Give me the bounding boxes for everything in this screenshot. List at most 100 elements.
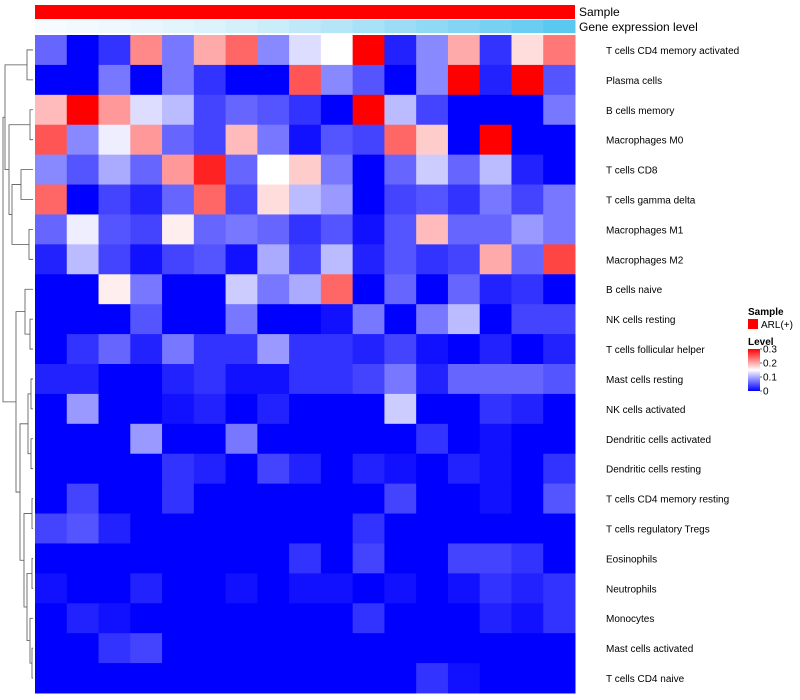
- heatmap-cell: [543, 663, 576, 694]
- heatmap-cell: [511, 94, 544, 126]
- heatmap-cell: [193, 154, 227, 186]
- heatmap-cell: [479, 423, 512, 455]
- heatmap-cell: [416, 483, 449, 515]
- heatmap-cell: [384, 483, 417, 515]
- heatmap-cell: [320, 513, 354, 544]
- heatmap-cell: [447, 64, 481, 96]
- heatmap-cell: [479, 663, 512, 694]
- heatmap-cell: [130, 364, 163, 395]
- heatmap-cell: [511, 483, 544, 515]
- gene-expression-cell: [384, 20, 417, 33]
- heatmap-cell: [320, 94, 354, 126]
- heatmap-cell: [352, 573, 385, 604]
- heatmap-cell: [352, 304, 385, 335]
- heatmap-cell: [479, 214, 512, 245]
- heatmap-cell: [66, 393, 100, 425]
- heatmap-cell: [35, 64, 68, 96]
- heatmap-cell: [130, 453, 163, 485]
- heatmap-cell: [35, 94, 68, 126]
- heatmap-cell: [543, 184, 576, 215]
- heatmap-cell: [447, 663, 481, 694]
- heatmap-cell: [289, 603, 322, 634]
- heatmap-cell: [352, 64, 385, 96]
- heatmap-cell: [225, 64, 258, 96]
- heatmap-cell: [416, 423, 449, 455]
- heatmap-cell: [352, 184, 385, 215]
- heatmap-cell: [98, 274, 131, 305]
- heatmap-cell: [35, 603, 68, 634]
- row-label: Neutrophils: [606, 584, 657, 595]
- heatmap-cell: [511, 663, 544, 694]
- heatmap-cell: [289, 364, 322, 395]
- heatmap-cell: [98, 573, 131, 604]
- heatmap-cell: [479, 453, 512, 485]
- heatmap-cell: [289, 244, 322, 275]
- heatmap-cell: [162, 603, 195, 634]
- heatmap-cell: [447, 543, 481, 574]
- heatmap-cell: [162, 184, 195, 215]
- heatmap-cell: [257, 214, 290, 245]
- heatmap-cell: [479, 364, 512, 395]
- heatmap-cell: [416, 543, 449, 574]
- heatmap-cell: [257, 94, 290, 126]
- heatmap-cell: [384, 453, 417, 485]
- heatmap-cell: [98, 184, 131, 215]
- heatmap-cell: [543, 633, 576, 664]
- heatmap-cell: [162, 364, 195, 395]
- heatmap-cell: [162, 393, 195, 425]
- heatmap-cell: [193, 663, 227, 694]
- heatmap-cell: [352, 124, 385, 156]
- heatmap-cell: [543, 393, 576, 425]
- heatmap-cell: [162, 304, 195, 335]
- heatmap-cell: [384, 274, 417, 305]
- heatmap-cell: [384, 124, 417, 156]
- heatmap-cell: [257, 393, 290, 425]
- heatmap-cell: [384, 64, 417, 96]
- heatmap-cell: [193, 244, 227, 275]
- heatmap-cell: [98, 513, 131, 544]
- heatmap-cell: [66, 603, 100, 634]
- heatmap-cell: [35, 364, 68, 395]
- heatmap-cell: [479, 393, 512, 425]
- heatmap-cell: [384, 603, 417, 634]
- heatmap-cell: [257, 184, 290, 215]
- legend-level-tick-label: 0.3: [763, 345, 777, 356]
- heatmap-cell: [193, 573, 227, 604]
- heatmap-cell: [35, 483, 68, 515]
- heatmap-cell: [447, 214, 481, 245]
- heatmap-cell: [352, 483, 385, 515]
- heatmap-cell: [384, 35, 417, 66]
- heatmap-cell: [447, 94, 481, 126]
- heatmap-cell: [384, 633, 417, 664]
- heatmap-cell: [479, 94, 512, 126]
- dendro-root: [2, 116, 16, 403]
- heatmap-cell: [352, 513, 385, 544]
- heatmap-cell: [447, 184, 481, 215]
- dendro-branch: [29, 109, 33, 141]
- heatmap-cell: [543, 64, 576, 96]
- dendro-branch: [26, 49, 33, 81]
- heatmap-cell: [511, 513, 544, 544]
- heatmap-cell: [479, 154, 512, 186]
- heatmap-cell: [257, 154, 290, 186]
- heatmap-cell: [320, 453, 354, 485]
- annotation-track-sample: [35, 5, 575, 19]
- heatmap-cell: [162, 633, 195, 664]
- heatmap-cell: [416, 64, 449, 96]
- heatmap-cell: [543, 35, 576, 66]
- dendro-branch: [27, 393, 31, 455]
- heatmap-cell: [416, 573, 449, 604]
- heatmap-cell: [384, 244, 417, 275]
- heatmap-cell: [479, 124, 512, 156]
- heatmap-cell: [416, 453, 449, 485]
- heatmap-cell: [66, 663, 100, 694]
- annotation-label-sample: Sample: [579, 5, 620, 19]
- heatmap-cell: [416, 35, 449, 66]
- heatmap-cell: [289, 304, 322, 335]
- heatmap-cell: [257, 274, 290, 305]
- heatmap-cell: [257, 124, 290, 156]
- gene-expression-cell: [66, 20, 100, 33]
- heatmap-cell: [447, 483, 481, 515]
- heatmap-cell: [447, 244, 481, 275]
- heatmap-cell: [320, 573, 354, 604]
